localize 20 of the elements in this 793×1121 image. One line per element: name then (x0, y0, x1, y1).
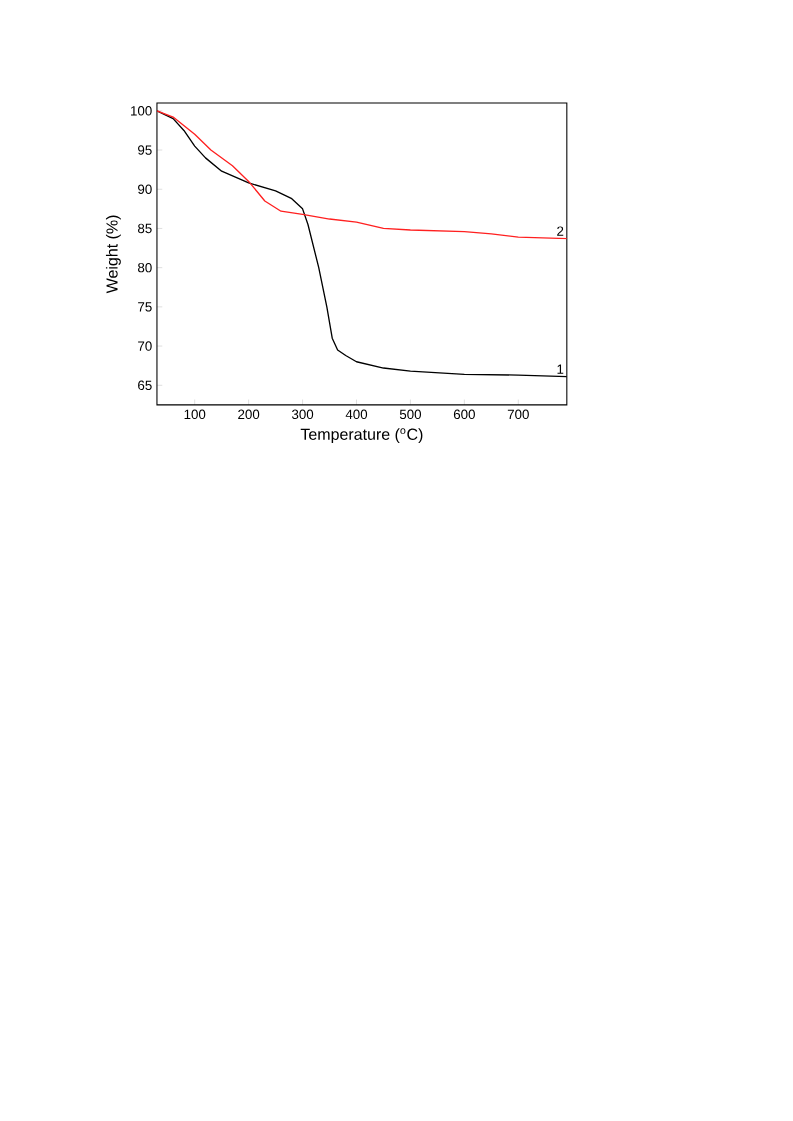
y-tick-label: 70 (138, 341, 152, 351)
y-tick-label: 75 (138, 302, 152, 312)
series-label: 2 (557, 226, 564, 236)
x-tick-label: 100 (184, 409, 206, 420)
y-tick-label: 100 (130, 106, 152, 116)
x-tick-label: 400 (345, 409, 368, 420)
x-tick-label: 500 (399, 409, 421, 420)
y-tick-label: 90 (138, 184, 152, 194)
y-tick-label: 80 (137, 262, 152, 273)
x-tick-label: 300 (291, 409, 314, 420)
y-tick-label: 95 (138, 145, 152, 155)
y-tick-label: 65 (138, 380, 152, 390)
line-series (156, 110, 567, 240)
y-tick-label: 85 (137, 223, 152, 234)
series-label: 1 (557, 364, 564, 374)
y-axis-title: Weight (%) (105, 215, 121, 294)
x-tick-label: 700 (507, 409, 529, 420)
x-tick-label: 600 (453, 409, 475, 420)
x-tick-label: 200 (238, 409, 260, 420)
x-axis-title: Temperature ($^{o}$C) (300, 428, 423, 444)
